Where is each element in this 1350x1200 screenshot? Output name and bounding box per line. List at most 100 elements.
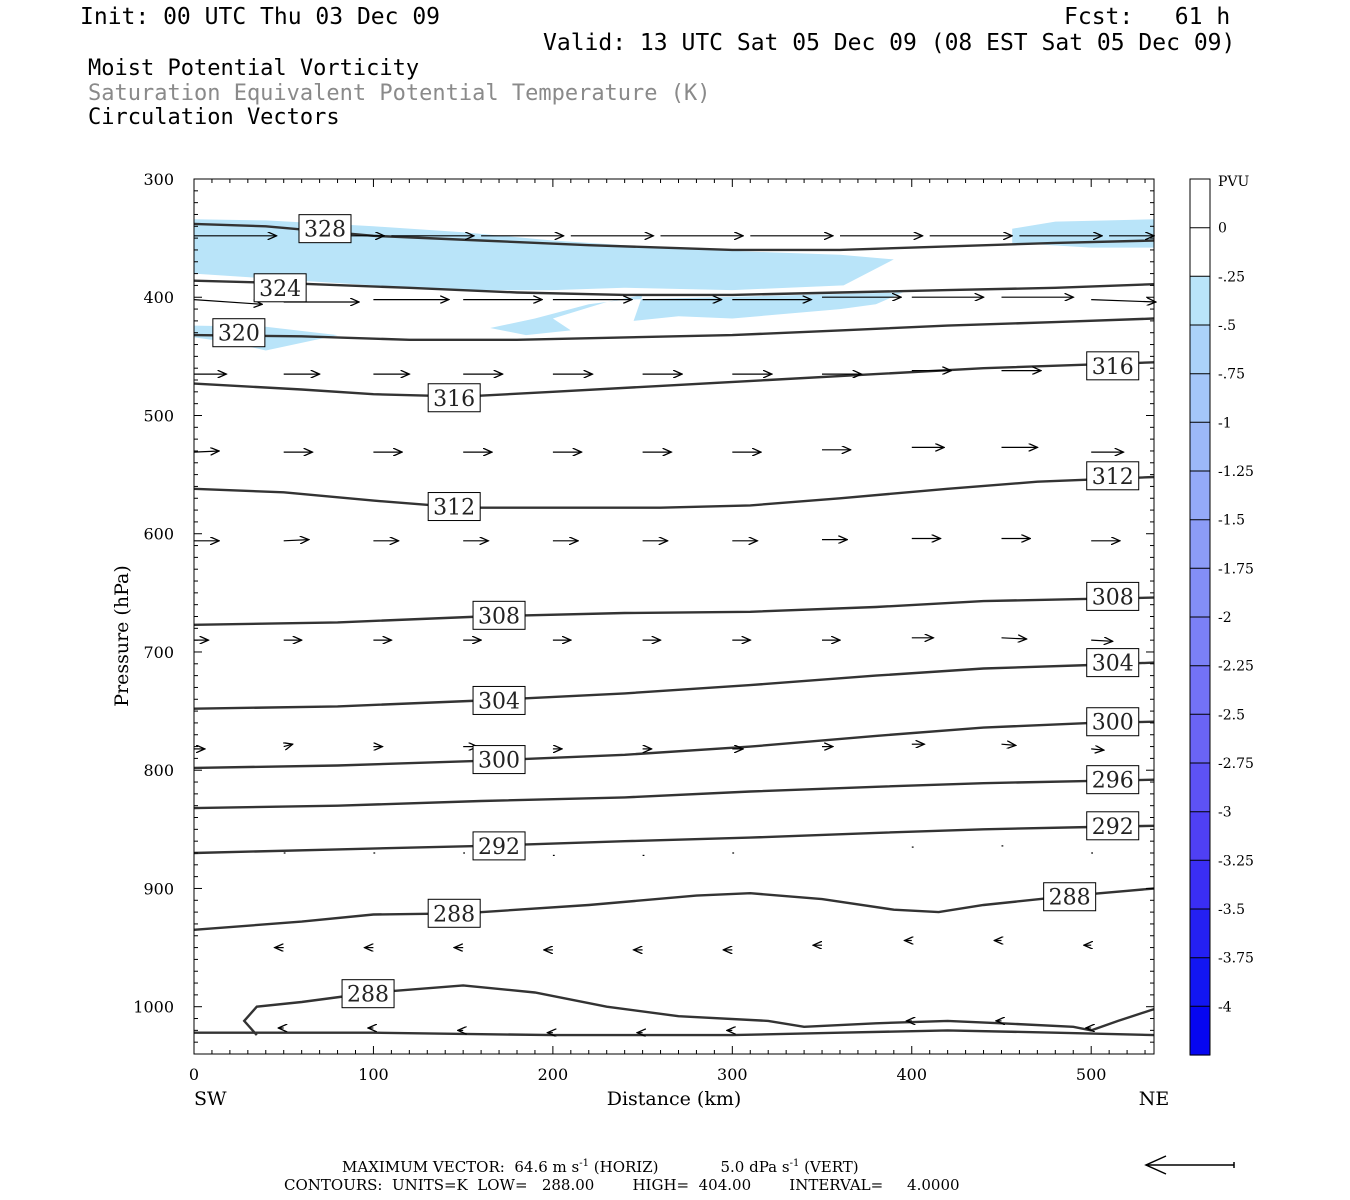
colorbar-label-7: -1.75: [1218, 561, 1254, 577]
colorbar-label-12: -3: [1218, 805, 1232, 821]
valid-time: Valid: 13 UTC Sat 05 Dec 09 (08 EST Sat …: [543, 30, 1236, 56]
y-tick-label-400: 400: [143, 288, 174, 307]
contour-label-292-14: 292: [478, 835, 520, 860]
colorbar-unit: PVU: [1218, 174, 1250, 190]
y-tick-label-700: 700: [143, 643, 174, 662]
colorbar-label-3: -.75: [1218, 367, 1245, 383]
colorbar-label-15: -3.75: [1218, 951, 1254, 967]
contour-label-316-4: 316: [1092, 355, 1134, 380]
colorbar-bin-2: [1190, 276, 1210, 326]
y-tick-label-300: 300: [143, 170, 174, 189]
axes-layer: 300 400 500 600 700 800 900 1000 0 100 200 300 400 50…: [133, 170, 1155, 1084]
contour-label-box-7: [472, 600, 526, 630]
contour-292-14: [193, 824, 1155, 855]
vert-exponent: -1: [789, 1158, 800, 1169]
colorbar-label-9: -2.25: [1218, 659, 1254, 675]
contour-label-box-10: [1086, 648, 1140, 678]
pv-region-0: [194, 219, 894, 291]
vector-r3-0: [193, 451, 219, 452]
contour-label-box-5: [427, 492, 481, 522]
y-axis-label: Pressure (hPa): [111, 565, 133, 707]
contour-label-316-3: 316: [433, 387, 475, 412]
horiz-value: 64.6 m s: [514, 1158, 580, 1176]
contour-304-9: [193, 661, 1155, 710]
contour-324-1: [193, 279, 1155, 297]
contour-label-328-0: 328: [304, 218, 346, 243]
y-tick-label-500: 500: [143, 406, 174, 425]
colorbar-bin-11: [1190, 714, 1210, 764]
colorbar-bin-15: [1190, 909, 1210, 959]
colorbar-label-8: -2: [1218, 610, 1232, 626]
contour-320-2: [193, 317, 1155, 341]
vector-r5-10: [1091, 640, 1113, 641]
colorbar-label-4: -1: [1218, 415, 1232, 431]
x-tick-label-300: 300: [717, 1065, 748, 1084]
y-tick-label-1000: 1000: [133, 998, 174, 1017]
contour-label-288-16: 288: [433, 902, 475, 927]
contour-label-box-12: [1086, 707, 1140, 737]
contour-label-box-16: [427, 898, 481, 928]
x-end-label-sw: SW: [194, 1088, 227, 1110]
contour-312-5: [193, 475, 1155, 509]
vert-unit: (VERT): [799, 1158, 859, 1176]
colorbar-label-0: 0: [1218, 221, 1227, 237]
contour-label-304-9: 304: [478, 689, 520, 714]
contour-label-box-13: [1086, 765, 1140, 795]
x-tick-label-0: 0: [189, 1065, 199, 1084]
contour-label-box-18: [341, 979, 395, 1009]
contour-label-288-17: 288: [1049, 886, 1091, 911]
contour-288-18: [242, 984, 1155, 1036]
contour-label-layer: 328 324 320 316 316 312 312 308 308 304 304 300 300 2…: [212, 214, 1140, 1009]
vector-r1-0: [193, 299, 262, 305]
vector-r5-9: [1001, 638, 1027, 639]
vector-r6-9: [1001, 744, 1016, 745]
contour-label-box-11: [472, 745, 526, 775]
colorbar-bin-16: [1190, 957, 1210, 1007]
colorbar-label-10: -2.5: [1218, 707, 1245, 723]
colorbar-bin-5: [1190, 422, 1210, 472]
contour-300-11: [193, 720, 1155, 770]
max-vector-label: MAXIMUM VECTOR:: [342, 1158, 505, 1176]
contour-label-324-1: 324: [259, 277, 301, 302]
contour-label-304-10: 304: [1092, 652, 1134, 677]
vector-r6-10: [1091, 749, 1104, 750]
contour-label-box-1: [253, 273, 307, 303]
y-tick-label-900: 900: [143, 879, 174, 898]
contour-label-292-15: 292: [1092, 815, 1134, 840]
contour-288-16: [193, 887, 1155, 931]
colorbar: 0 -.25 -.5 -.75 -1 -1.25 -1.5 -1.75 -2 -2.25 -2.5 -…: [1189, 178, 1254, 1056]
contour-label-box-2: [212, 318, 266, 348]
vector-layer: [193, 236, 1156, 1033]
contour-label-288-18: 288: [347, 983, 389, 1008]
colorbar-bin-3: [1190, 325, 1210, 375]
colorbar-bin-14: [1190, 860, 1210, 910]
contour-label-box-8: [1086, 581, 1140, 611]
title-mpv: Moist Potential Vorticity: [88, 56, 420, 81]
contour-label-312-6: 312: [1092, 465, 1134, 490]
x-end-label-ne: NE: [1139, 1088, 1170, 1110]
colorbar-bin-8: [1190, 568, 1210, 618]
vert-value: 5.0 dPa s: [720, 1158, 790, 1176]
colorbar-bin-17: [1190, 1006, 1210, 1056]
colorbar-label-13: -3.25: [1218, 853, 1254, 869]
x-tick-label-200: 200: [538, 1065, 569, 1084]
colorbar-label-5: -1.25: [1218, 464, 1254, 480]
title-theta-es: Saturation Equivalent Potential Temperat…: [88, 81, 711, 106]
colorbar-bin-10: [1190, 665, 1210, 715]
colorbar-label-2: -.5: [1218, 318, 1236, 334]
contour-316-3: [193, 361, 1155, 398]
contour-label-box-9: [472, 685, 526, 715]
contour-label-box-15: [1086, 811, 1140, 841]
colorbar-bin-9: [1190, 617, 1210, 667]
horiz-unit: (HORIZ): [589, 1158, 659, 1176]
footer-max-vector: MAXIMUM VECTOR: 64.6 m s -1 (HORIZ) 5.0 d…: [342, 1158, 859, 1176]
colorbar-bin-7: [1190, 519, 1210, 569]
colorbar-bin-13: [1190, 811, 1210, 861]
forecast-hour: Fcst: 61 h: [1064, 4, 1231, 30]
y-tick-label-600: 600: [143, 525, 174, 544]
contour-308-7: [193, 596, 1155, 626]
x-tick-label-400: 400: [896, 1065, 927, 1084]
x-axis-label: Distance (km): [607, 1088, 742, 1110]
x-tick-label-500: 500: [1076, 1065, 1107, 1084]
